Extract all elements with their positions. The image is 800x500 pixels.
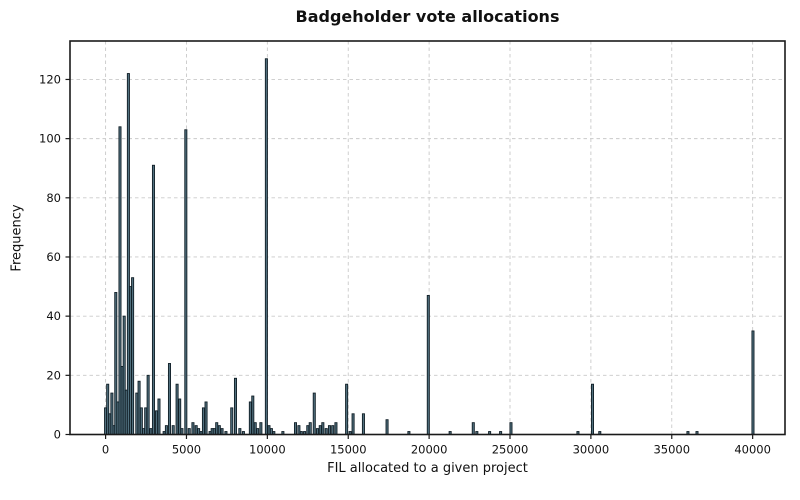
histogram-bar — [139, 407, 143, 435]
histogram-bar — [253, 422, 257, 435]
x-tick-label: 35000 — [653, 443, 690, 457]
histogram-bar — [334, 422, 338, 435]
histogram-bar — [164, 425, 168, 435]
y-tick-label: 0 — [54, 428, 61, 442]
histogram-bar — [751, 330, 755, 435]
histogram-bar — [187, 428, 191, 435]
histogram-bar — [385, 419, 389, 435]
x-tick-label: 30000 — [573, 443, 610, 457]
histogram-bar — [351, 413, 355, 435]
y-tick-label: 40 — [46, 309, 61, 323]
histogram-bar — [131, 277, 135, 435]
x-tick-label: 25000 — [492, 443, 529, 457]
histogram-bar — [331, 425, 335, 435]
histogram-bar — [201, 407, 205, 435]
histogram-bar — [184, 129, 188, 435]
y-tick-label: 20 — [46, 368, 61, 382]
y-axis-label: Frequency — [9, 204, 25, 272]
histogram-bar — [215, 422, 219, 435]
histogram-bar — [146, 374, 150, 435]
x-tick-label: 15000 — [330, 443, 367, 457]
histogram-bar — [345, 383, 349, 435]
histogram-bar — [509, 422, 513, 435]
histogram-bar — [264, 58, 268, 435]
histogram-bar — [590, 383, 595, 435]
histogram-bar — [426, 294, 430, 435]
histogram-bar — [297, 425, 301, 435]
x-tick-label: 40000 — [734, 443, 771, 457]
histogram-bar — [220, 428, 224, 435]
histogram-bar — [312, 392, 316, 435]
histogram-bar — [191, 422, 195, 435]
histogram-bar — [308, 422, 312, 435]
chart-title: Badgeholder vote allocations — [295, 7, 560, 26]
histogram-bar — [233, 377, 237, 435]
histogram-bar — [197, 428, 201, 435]
plot-frame — [69, 40, 786, 436]
histogram-bar — [318, 425, 322, 435]
x-tick-label: 20000 — [411, 443, 448, 457]
histogram-bar — [248, 401, 252, 435]
y-tick-label: 100 — [39, 132, 61, 146]
histogram-bar — [306, 425, 310, 435]
y-tick-label: 60 — [46, 250, 61, 264]
histogram-bar — [167, 363, 171, 435]
x-tick-label: 10000 — [249, 443, 286, 457]
histogram-bar — [238, 428, 242, 435]
histogram-bar — [157, 398, 161, 435]
y-tick-label: 80 — [46, 191, 61, 205]
histogram-bar — [204, 401, 208, 435]
histogram-bar — [151, 164, 155, 435]
histogram-bar — [267, 425, 271, 435]
histogram-bar — [217, 425, 221, 435]
histogram-bar — [175, 383, 179, 435]
histogram-bar — [315, 428, 320, 435]
histogram-bar — [144, 407, 148, 435]
histogram-bar — [212, 428, 216, 435]
histogram-bar — [324, 428, 328, 435]
histogram-bar — [327, 425, 331, 435]
x-tick-label: 5000 — [172, 443, 201, 457]
histogram-bar — [230, 407, 234, 435]
histogram-bar — [471, 422, 475, 435]
histogram-bar — [194, 425, 198, 435]
histogram-bar — [137, 380, 141, 435]
histogram-bar — [251, 395, 255, 435]
histogram-bar — [155, 410, 159, 435]
histogram-bar — [178, 398, 182, 435]
histogram-bar — [149, 428, 153, 435]
y-tick-label: 120 — [39, 72, 61, 86]
x-axis-label: FIL allocated to a given project — [327, 461, 528, 476]
histogram-bar — [293, 422, 298, 435]
histogram-bar — [259, 422, 263, 435]
histogram-bar — [321, 422, 325, 435]
x-tick-label: 0 — [102, 443, 109, 457]
histogram-bar — [269, 428, 273, 435]
histogram-bar — [180, 428, 184, 435]
histogram-bar — [361, 413, 365, 435]
histogram-bar — [256, 428, 260, 435]
histogram-bar — [171, 425, 175, 435]
histogram-bar — [135, 392, 139, 435]
